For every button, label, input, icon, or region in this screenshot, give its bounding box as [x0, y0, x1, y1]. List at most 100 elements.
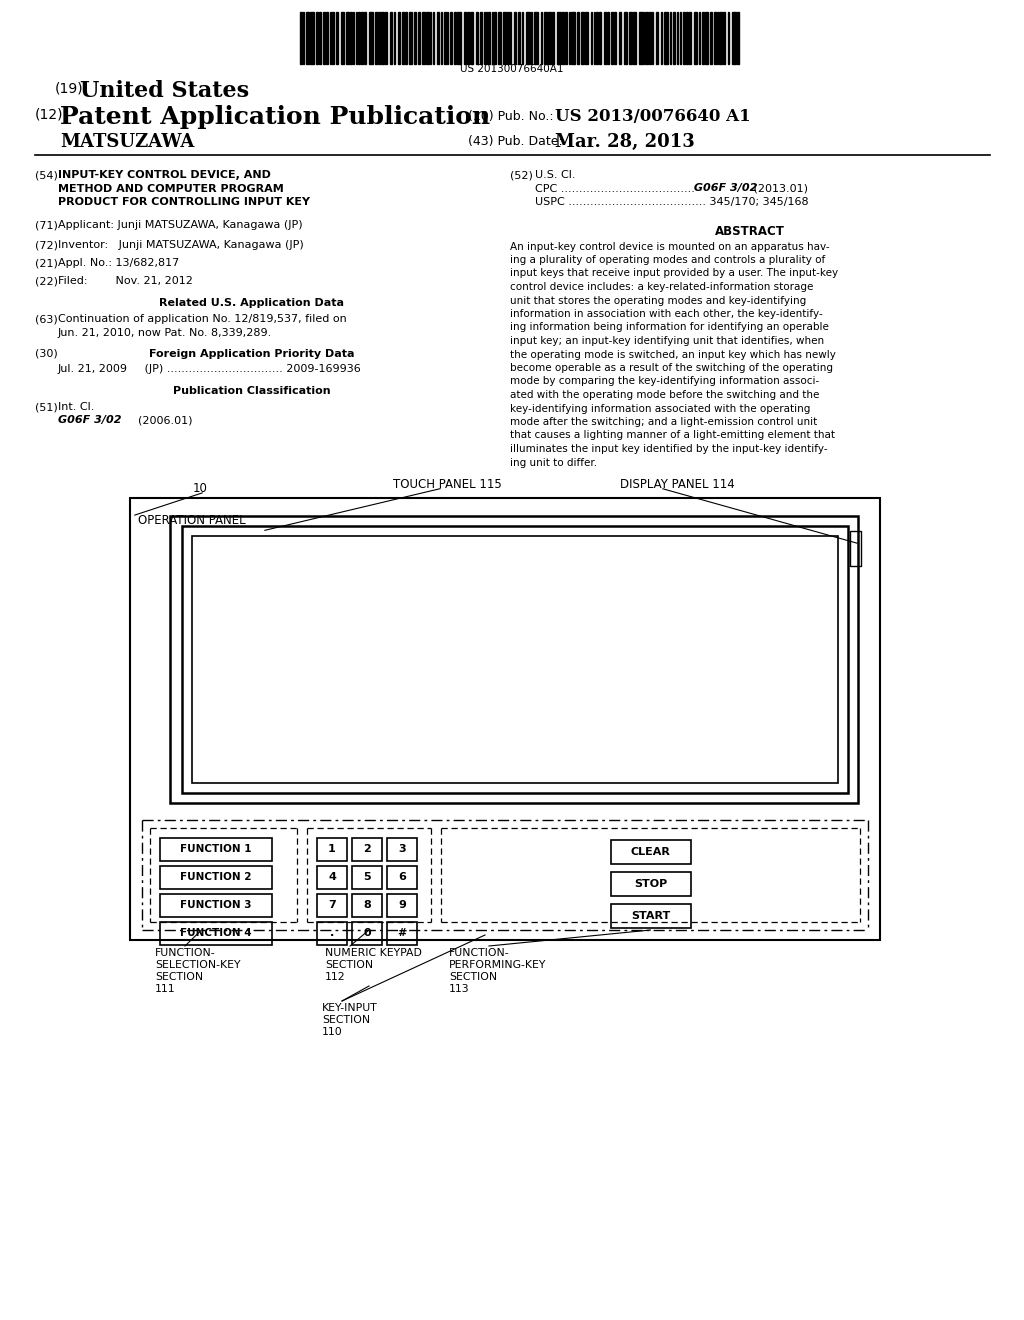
Bar — [378, 12, 380, 63]
Bar — [610, 904, 690, 928]
Text: .: . — [330, 928, 334, 939]
Bar — [457, 12, 461, 63]
Bar — [414, 12, 416, 63]
Text: 8: 8 — [364, 900, 371, 911]
Bar — [686, 12, 688, 63]
Bar — [639, 12, 643, 63]
Text: (72): (72) — [35, 240, 58, 249]
Text: (63): (63) — [35, 314, 57, 323]
Bar — [450, 12, 452, 63]
Text: FUNCTION 1: FUNCTION 1 — [180, 845, 252, 854]
Bar — [581, 12, 584, 63]
Bar — [402, 12, 404, 63]
Text: FUNCTION-: FUNCTION- — [155, 948, 216, 958]
Bar — [346, 12, 349, 63]
Bar — [596, 12, 598, 63]
Bar — [480, 12, 482, 63]
Text: (51): (51) — [35, 403, 57, 412]
Text: 110: 110 — [322, 1027, 343, 1038]
Text: SECTION: SECTION — [325, 960, 373, 970]
Bar — [723, 12, 725, 63]
Bar — [673, 12, 675, 63]
Bar — [689, 12, 691, 63]
Text: USPC ...................................... 345/170; 345/168: USPC ...................................… — [535, 197, 809, 207]
Bar — [182, 525, 848, 793]
Text: DISPLAY PANEL 114: DISPLAY PANEL 114 — [620, 478, 735, 491]
Text: 111: 111 — [155, 983, 176, 994]
Text: (19): (19) — [55, 82, 84, 96]
Bar — [426, 12, 429, 63]
Bar — [352, 866, 382, 888]
Bar — [850, 531, 861, 566]
Text: Int. Cl.: Int. Cl. — [58, 403, 94, 412]
Bar — [464, 12, 466, 63]
Bar — [702, 12, 705, 63]
Bar — [422, 12, 425, 63]
Bar — [369, 12, 373, 63]
Bar — [385, 12, 387, 63]
Text: 5: 5 — [364, 873, 371, 883]
Bar — [375, 12, 377, 63]
Bar — [624, 12, 627, 63]
Text: unit that stores the operating modes and key-identifying: unit that stores the operating modes and… — [510, 296, 806, 305]
Text: input keys that receive input provided by a user. The input-key: input keys that receive input provided b… — [510, 268, 838, 279]
Text: 10: 10 — [193, 482, 208, 495]
Bar — [656, 12, 658, 63]
Text: 3: 3 — [398, 845, 406, 854]
Text: STOP: STOP — [634, 879, 667, 888]
Bar — [317, 866, 347, 888]
Bar — [387, 866, 417, 888]
Text: (21): (21) — [35, 257, 58, 268]
Text: (54): (54) — [35, 170, 58, 180]
Text: 9: 9 — [398, 900, 406, 911]
Bar — [409, 12, 412, 63]
Bar — [714, 12, 716, 63]
Bar — [683, 12, 685, 63]
Bar — [577, 12, 579, 63]
Text: input key; an input-key identifying unit that identifies, when: input key; an input-key identifying unit… — [510, 337, 824, 346]
Text: control device includes: a key-related-information storage: control device includes: a key-related-i… — [510, 282, 813, 292]
Bar — [352, 894, 382, 917]
Text: SECTION: SECTION — [155, 972, 203, 982]
Text: 7: 7 — [328, 900, 336, 911]
Text: Foreign Application Priority Data: Foreign Application Priority Data — [148, 348, 354, 359]
Bar — [467, 12, 469, 63]
Text: OPERATION PANEL: OPERATION PANEL — [138, 513, 246, 527]
Bar — [633, 12, 636, 63]
Bar — [317, 894, 347, 917]
Text: (71): (71) — [35, 220, 58, 230]
Text: US 20130076640A1: US 20130076640A1 — [460, 63, 564, 74]
Text: FUNCTION 3: FUNCTION 3 — [180, 900, 252, 911]
Text: Patent Application Publication: Patent Application Publication — [60, 106, 490, 129]
Text: SELECTION-KEY: SELECTION-KEY — [155, 960, 241, 970]
Bar — [326, 12, 328, 63]
Bar — [387, 838, 417, 861]
Bar — [610, 873, 690, 896]
Bar — [562, 12, 564, 63]
Bar — [332, 12, 334, 63]
Bar — [646, 12, 648, 63]
Bar — [488, 12, 490, 63]
Text: key-identifying information associated with the operating: key-identifying information associated w… — [510, 404, 810, 413]
Bar — [352, 921, 382, 945]
Bar — [548, 12, 551, 63]
Bar — [694, 12, 697, 63]
Text: Related U.S. Application Data: Related U.S. Application Data — [159, 298, 344, 308]
Bar — [571, 12, 575, 63]
Bar — [352, 838, 382, 861]
Text: MATSUZAWA: MATSUZAWA — [60, 133, 195, 150]
Text: (52): (52) — [510, 170, 532, 180]
Text: the operating mode is switched, an input key which has newly: the operating mode is switched, an input… — [510, 350, 836, 359]
Bar — [390, 12, 392, 63]
Text: Appl. No.: 13/682,817: Appl. No.: 13/682,817 — [58, 257, 179, 268]
Bar — [507, 12, 509, 63]
Text: (22): (22) — [35, 276, 58, 286]
Bar — [604, 12, 606, 63]
Bar — [336, 12, 338, 63]
Text: SECTION: SECTION — [449, 972, 497, 982]
Bar — [317, 838, 347, 861]
Text: information in association with each other, the key-identify-: information in association with each oth… — [510, 309, 822, 319]
Bar — [193, 536, 838, 783]
Text: (12): (12) — [35, 108, 63, 121]
Bar — [387, 894, 417, 917]
